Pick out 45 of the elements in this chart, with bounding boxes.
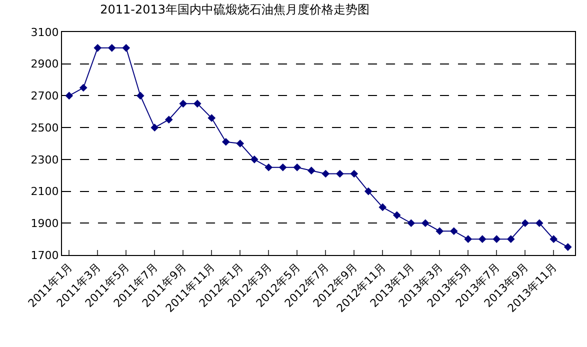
point <box>407 219 416 228</box>
point <box>436 227 444 236</box>
y-tick-label: 2700 <box>30 90 59 103</box>
y-tick-label: 1900 <box>30 216 59 230</box>
point <box>236 140 244 148</box>
point <box>150 124 159 132</box>
point <box>336 170 344 178</box>
point <box>79 84 88 92</box>
point <box>278 163 287 172</box>
point <box>350 170 358 178</box>
point <box>94 44 102 52</box>
point <box>421 219 430 228</box>
point <box>264 163 273 172</box>
point <box>535 219 544 228</box>
point <box>392 211 401 220</box>
point <box>564 243 572 251</box>
point <box>478 235 486 243</box>
point <box>65 92 74 100</box>
point <box>293 163 302 172</box>
point <box>322 170 330 178</box>
y-tick-label: 2900 <box>30 58 59 71</box>
y-tick-label: 3100 <box>30 26 59 39</box>
point <box>550 235 558 243</box>
point <box>179 100 188 108</box>
y-tick-label: 2300 <box>30 153 59 166</box>
point <box>364 187 372 196</box>
point <box>222 138 230 146</box>
point <box>122 44 130 52</box>
point <box>506 235 515 243</box>
point <box>108 44 116 52</box>
y-tick-label: 2500 <box>30 121 59 134</box>
point <box>378 203 387 212</box>
point <box>464 235 472 243</box>
point <box>164 116 173 124</box>
point <box>250 156 258 164</box>
y-tick-label: 2100 <box>30 185 59 198</box>
chart-title: 2011-2013年国内中硫煅烧石油焦月度价格走势图 <box>100 2 370 17</box>
point <box>521 219 530 228</box>
point <box>136 92 144 100</box>
point <box>450 227 458 236</box>
point <box>193 100 202 108</box>
y-tick-label: 1700 <box>30 248 59 262</box>
point <box>208 114 216 122</box>
point <box>307 166 316 174</box>
point <box>492 235 501 243</box>
